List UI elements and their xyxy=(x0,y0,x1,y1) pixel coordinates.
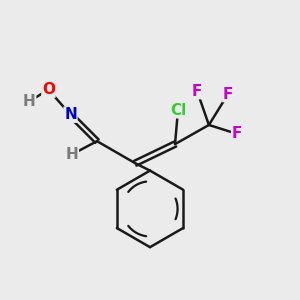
Text: F: F xyxy=(192,84,202,99)
Text: H: H xyxy=(23,94,36,109)
Text: N: N xyxy=(64,107,77,122)
Text: F: F xyxy=(223,87,233,102)
Text: O: O xyxy=(42,82,55,97)
Text: Cl: Cl xyxy=(170,103,186,118)
Text: F: F xyxy=(232,126,242,141)
Text: H: H xyxy=(66,147,78,162)
